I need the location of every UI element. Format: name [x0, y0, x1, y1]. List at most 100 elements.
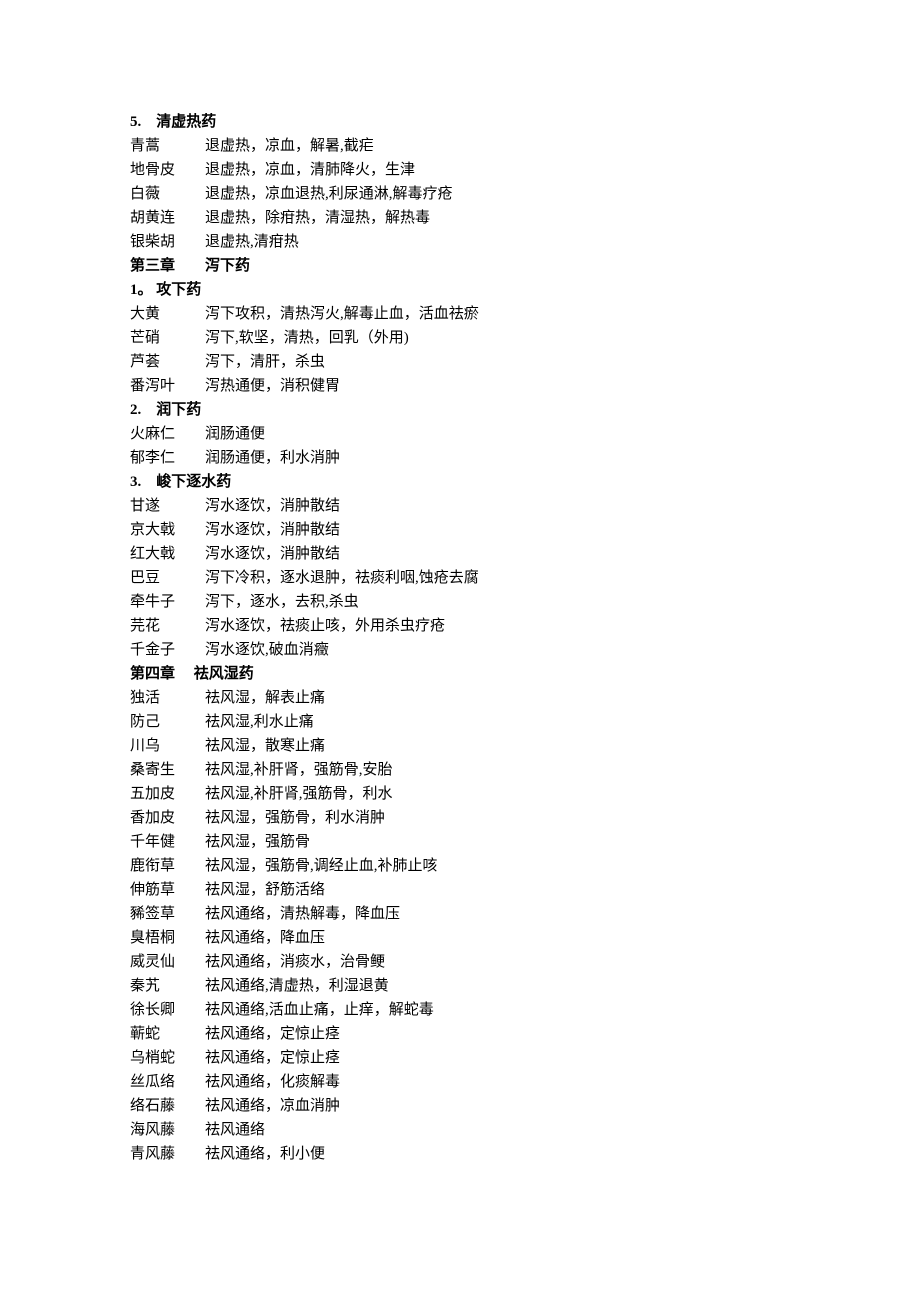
herb-entry: 青风藤祛风通络，利小便 — [130, 1142, 790, 1166]
herb-entry: 巴豆泻下冷积，逐水退肿，祛痰利咽,蚀疮去腐 — [130, 566, 790, 590]
herb-effects: 退虚热，除疳热，清湿热，解热毒 — [205, 206, 790, 230]
herb-effects: 祛风通络，凉血消肿 — [205, 1094, 790, 1118]
herb-entry: 大黄泻下攻积，清热泻火,解毒止血，活血祛瘀 — [130, 302, 790, 326]
herb-effects: 泻下冷积，逐水退肿，祛痰利咽,蚀疮去腐 — [205, 566, 790, 590]
herb-effects: 泻下,软坚，清热，回乳（外用) — [205, 326, 790, 350]
herb-name: 青蒿 — [130, 134, 205, 158]
herb-entry: 桑寄生祛风湿,补肝肾，强筋骨,安胎 — [130, 758, 790, 782]
herb-effects: 祛风通络，化痰解毒 — [205, 1070, 790, 1094]
chapter-4-heading: 第四章 祛风湿药 — [130, 662, 790, 686]
section-5-heading: 5. 清虚热药 — [130, 110, 790, 134]
herb-name: 五加皮 — [130, 782, 205, 806]
herb-name: 蕲蛇 — [130, 1022, 205, 1046]
herb-entry: 乌梢蛇祛风通络，定惊止痉 — [130, 1046, 790, 1070]
herb-name: 牵牛子 — [130, 590, 205, 614]
herb-name: 独活 — [130, 686, 205, 710]
herb-effects: 润肠通便，利水消肿 — [205, 446, 790, 470]
herb-entry: 秦艽祛风通络,清虚热，利湿退黄 — [130, 974, 790, 998]
herb-entry: 香加皮祛风湿，强筋骨，利水消肿 — [130, 806, 790, 830]
herb-name: 红大戟 — [130, 542, 205, 566]
herb-name: 大黄 — [130, 302, 205, 326]
herb-effects: 祛风通络,清虚热，利湿退黄 — [205, 974, 790, 998]
herb-entry: 胡黄连退虚热，除疳热，清湿热，解热毒 — [130, 206, 790, 230]
herb-effects: 泻水逐饮，祛痰止咳，外用杀虫疗疮 — [205, 614, 790, 638]
herb-name: 乌梢蛇 — [130, 1046, 205, 1070]
herb-effects: 祛风通络，利小便 — [205, 1142, 790, 1166]
herb-name: 豨签草 — [130, 902, 205, 926]
herb-effects: 祛风通络，定惊止痉 — [205, 1022, 790, 1046]
herb-entry: 防己祛风湿,利水止痛 — [130, 710, 790, 734]
herb-name: 郁李仁 — [130, 446, 205, 470]
herb-effects: 祛风通络,活血止痛，止痒，解蛇毒 — [205, 998, 790, 1022]
herb-effects: 泻水逐饮，消肿散结 — [205, 494, 790, 518]
herb-effects: 祛风湿，解表止痛 — [205, 686, 790, 710]
herb-name: 防己 — [130, 710, 205, 734]
herb-name: 芫花 — [130, 614, 205, 638]
herb-name: 络石藤 — [130, 1094, 205, 1118]
chapter-3-section-2-heading: 2. 润下药 — [130, 398, 790, 422]
herb-name: 胡黄连 — [130, 206, 205, 230]
herb-entry: 伸筋草祛风湿，舒筋活络 — [130, 878, 790, 902]
herb-name: 威灵仙 — [130, 950, 205, 974]
herb-effects: 泻水逐饮，消肿散结 — [205, 518, 790, 542]
herb-entry: 蕲蛇祛风通络，定惊止痉 — [130, 1022, 790, 1046]
herb-name: 青风藤 — [130, 1142, 205, 1166]
herb-name: 香加皮 — [130, 806, 205, 830]
herb-entry: 豨签草祛风通络，清热解毒，降血压 — [130, 902, 790, 926]
herb-name: 伸筋草 — [130, 878, 205, 902]
herb-entry: 芫花泻水逐饮，祛痰止咳，外用杀虫疗疮 — [130, 614, 790, 638]
herb-name: 千金子 — [130, 638, 205, 662]
herb-name: 甘遂 — [130, 494, 205, 518]
herb-effects: 祛风湿，散寒止痛 — [205, 734, 790, 758]
herb-name: 臭梧桐 — [130, 926, 205, 950]
herb-entry: 甘遂泻水逐饮，消肿散结 — [130, 494, 790, 518]
herb-entry: 芦荟泻下，清肝，杀虫 — [130, 350, 790, 374]
herb-effects: 润肠通便 — [205, 422, 790, 446]
herb-name: 秦艽 — [130, 974, 205, 998]
herb-effects: 泻下，清肝，杀虫 — [205, 350, 790, 374]
herb-entry: 海风藤祛风通络 — [130, 1118, 790, 1142]
herb-name: 川乌 — [130, 734, 205, 758]
chapter-3-section-3-heading: 3. 峻下逐水药 — [130, 470, 790, 494]
herb-name: 番泻叶 — [130, 374, 205, 398]
herb-name: 桑寄生 — [130, 758, 205, 782]
herb-effects: 泻热通便，消积健胃 — [205, 374, 790, 398]
herb-name: 巴豆 — [130, 566, 205, 590]
herb-entry: 番泻叶泻热通便，消积健胃 — [130, 374, 790, 398]
herb-effects: 祛风湿，强筋骨，利水消肿 — [205, 806, 790, 830]
herb-entry: 千金子泻水逐饮,破血消癥 — [130, 638, 790, 662]
herb-effects: 祛风湿,利水止痛 — [205, 710, 790, 734]
herb-effects: 祛风通络 — [205, 1118, 790, 1142]
herb-entry: 地骨皮退虚热，凉血，清肺降火，生津 — [130, 158, 790, 182]
herb-name: 白薇 — [130, 182, 205, 206]
herb-entry: 威灵仙祛风通络，消痰水，治骨鲠 — [130, 950, 790, 974]
herb-entry: 青蒿退虚热，凉血，解暑,截疟 — [130, 134, 790, 158]
herb-entry: 徐长卿祛风通络,活血止痛，止痒，解蛇毒 — [130, 998, 790, 1022]
herb-entry: 千年健祛风湿，强筋骨 — [130, 830, 790, 854]
herb-entry: 鹿衔草祛风湿，强筋骨,调经止血,补肺止咳 — [130, 854, 790, 878]
herb-entry: 臭梧桐祛风通络，降血压 — [130, 926, 790, 950]
herb-effects: 祛风通络，清热解毒，降血压 — [205, 902, 790, 926]
herb-entry: 川乌祛风湿，散寒止痛 — [130, 734, 790, 758]
herb-name: 海风藤 — [130, 1118, 205, 1142]
herb-effects: 祛风湿，舒筋活络 — [205, 878, 790, 902]
herb-entry: 独活祛风湿，解表止痛 — [130, 686, 790, 710]
herb-effects: 退虚热，凉血，清肺降火，生津 — [205, 158, 790, 182]
herb-effects: 退虚热,清疳热 — [205, 230, 790, 254]
herb-entry: 郁李仁润肠通便，利水消肿 — [130, 446, 790, 470]
herb-entry: 芒硝泻下,软坚，清热，回乳（外用) — [130, 326, 790, 350]
herb-effects: 祛风湿，强筋骨,调经止血,补肺止咳 — [205, 854, 790, 878]
herb-entry: 火麻仁润肠通便 — [130, 422, 790, 446]
herb-effects: 退虚热，凉血退热,利尿通淋,解毒疗疮 — [205, 182, 790, 206]
herb-effects: 退虚热，凉血，解暑,截疟 — [205, 134, 790, 158]
herb-effects: 泻下攻积，清热泻火,解毒止血，活血祛瘀 — [205, 302, 790, 326]
herb-entry: 络石藤祛风通络，凉血消肿 — [130, 1094, 790, 1118]
herb-entry: 牵牛子泻下，逐水，去积,杀虫 — [130, 590, 790, 614]
herb-name: 芦荟 — [130, 350, 205, 374]
chapter-3-heading: 第三章 泻下药 — [130, 254, 790, 278]
herb-name: 芒硝 — [130, 326, 205, 350]
herb-effects: 祛风通络，降血压 — [205, 926, 790, 950]
herb-name: 丝瓜络 — [130, 1070, 205, 1094]
herb-name: 鹿衔草 — [130, 854, 205, 878]
herb-name: 千年健 — [130, 830, 205, 854]
